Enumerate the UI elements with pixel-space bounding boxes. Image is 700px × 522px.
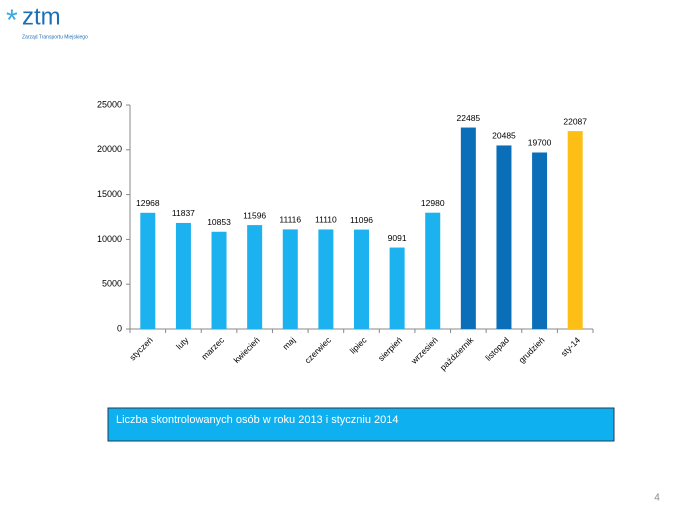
bar <box>425 212 441 329</box>
y-tick-label: 25000 <box>97 99 122 109</box>
value-label: 9091 <box>388 233 407 243</box>
value-label: 22087 <box>563 116 587 126</box>
logo-subtitle: Zarząd Transportu Miejskiego <box>22 34 88 40</box>
bar <box>567 131 583 329</box>
bar <box>354 229 369 329</box>
bar <box>211 231 227 329</box>
bar <box>318 229 334 329</box>
y-tick-label: 10000 <box>97 234 122 244</box>
logo-name: ztm <box>22 3 61 30</box>
value-label: 20485 <box>492 131 516 141</box>
bar <box>247 225 263 329</box>
value-label: 11116 <box>279 215 301 225</box>
bar <box>460 127 476 330</box>
bar <box>389 247 405 329</box>
value-label: 12980 <box>421 198 445 208</box>
caption-box <box>107 407 615 442</box>
bar <box>140 212 156 329</box>
bar <box>282 229 298 329</box>
y-tick-label: 15000 <box>97 189 122 199</box>
value-label: 22485 <box>457 113 481 123</box>
value-label: 11837 <box>172 208 195 218</box>
caption: Liczba skontrolowanych osób w roku 2013 … <box>116 414 399 426</box>
value-label: 10853 <box>207 217 231 227</box>
value-label: 12968 <box>136 198 160 208</box>
y-tick-label: 0 <box>117 323 122 333</box>
bar <box>496 145 512 329</box>
value-label: 11096 <box>350 215 373 225</box>
y-tick-label: 20000 <box>97 144 122 154</box>
logo-mark: * <box>6 4 18 37</box>
page-number: 4 <box>654 493 660 504</box>
bar <box>175 222 191 329</box>
value-label: 11596 <box>243 210 266 220</box>
value-label: 19700 <box>528 138 552 148</box>
value-label: 11110 <box>315 215 337 225</box>
y-tick-label: 5000 <box>102 279 122 289</box>
bar <box>532 152 548 329</box>
